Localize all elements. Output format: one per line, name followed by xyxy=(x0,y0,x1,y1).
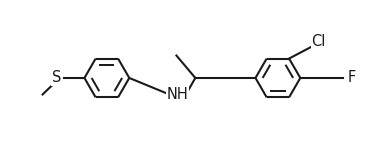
Text: F: F xyxy=(347,70,356,86)
Text: S: S xyxy=(52,70,61,86)
Text: NH: NH xyxy=(167,87,188,102)
Text: Cl: Cl xyxy=(312,34,326,49)
